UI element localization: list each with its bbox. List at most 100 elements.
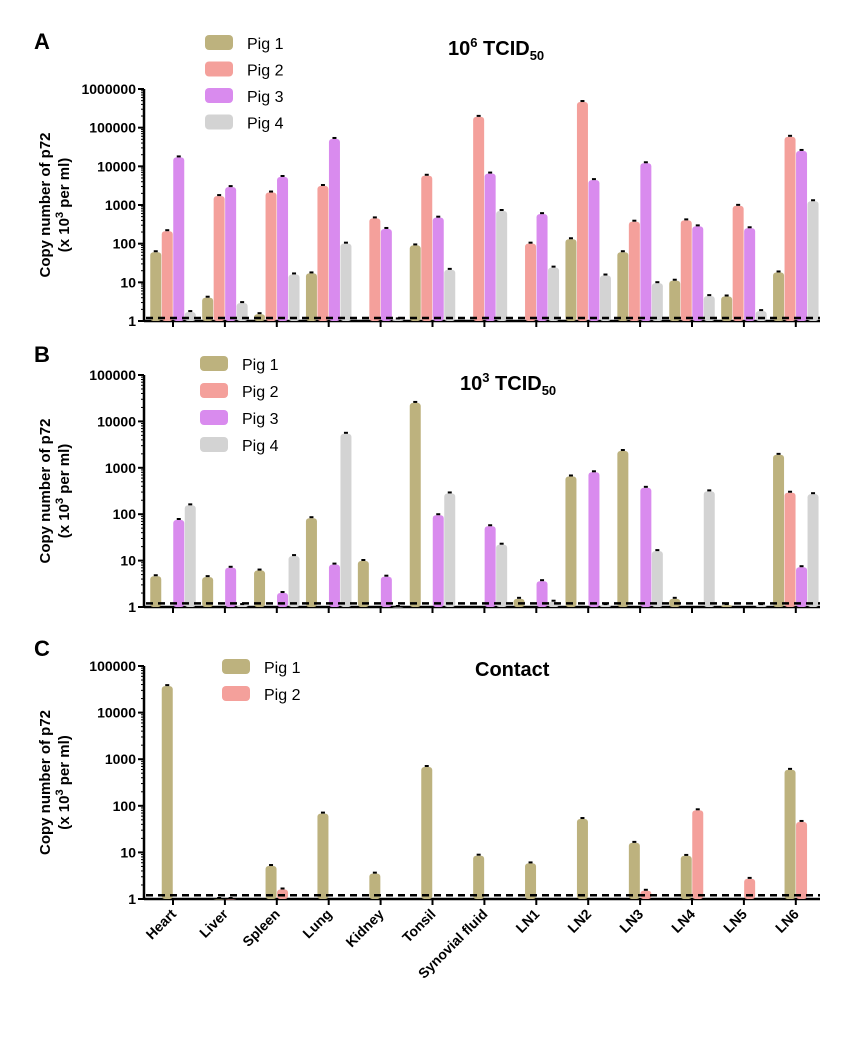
y-tick-label: 100 bbox=[113, 506, 137, 522]
y-tick-label: 10 bbox=[120, 553, 136, 569]
bar-pig-3 bbox=[588, 180, 600, 321]
bar-pig-1 bbox=[150, 576, 162, 607]
y-tick-label: 1000 bbox=[105, 460, 136, 476]
bar-pig-1 bbox=[357, 561, 369, 607]
panel-title: 106 TCID50 bbox=[448, 35, 544, 63]
y-axis-label-line1: Copy number of p72 bbox=[37, 418, 54, 563]
y-tick-label: 100000 bbox=[89, 658, 136, 674]
bar-pig-1 bbox=[628, 842, 640, 899]
x-tick-label: LN4 bbox=[668, 906, 698, 936]
y-tick-label: 10000 bbox=[97, 413, 136, 429]
bar-pig-4 bbox=[184, 505, 196, 607]
legend-label: Pig 1 bbox=[242, 357, 279, 374]
bar-pig-1 bbox=[721, 605, 733, 607]
bar-pig-3 bbox=[432, 515, 444, 607]
bar-pig-4 bbox=[496, 210, 508, 321]
y-axis-label: Copy number of p72 (x 103 per ml) bbox=[37, 132, 73, 277]
legend-swatch bbox=[205, 114, 233, 130]
legend-swatch bbox=[200, 356, 228, 371]
bar-pig-3 bbox=[536, 214, 548, 321]
y-tick-label: 1 bbox=[128, 599, 136, 615]
legend-swatch bbox=[205, 61, 233, 77]
bar-pig-1 bbox=[369, 873, 381, 899]
bar-pig-3 bbox=[173, 157, 185, 321]
x-tick-label: Tonsil bbox=[399, 906, 439, 946]
bar-pig-4 bbox=[755, 311, 767, 321]
bar-pig-2 bbox=[161, 231, 173, 321]
bar-pig-1 bbox=[202, 297, 214, 321]
x-tick-label: Liver bbox=[196, 905, 231, 940]
y-tick-label: 10 bbox=[120, 844, 136, 860]
bar-pig-3 bbox=[225, 567, 237, 607]
panel-a: A 106 TCID50 Copy number of p72 (x 103 per … bbox=[34, 29, 820, 329]
y-tick-label: 1000000 bbox=[81, 81, 136, 97]
panel-title: Contact bbox=[475, 659, 550, 681]
panel-b: B 103 TCID50 Copy number of p72 (x 103 per … bbox=[34, 342, 820, 615]
x-tick-label: LN2 bbox=[564, 906, 594, 936]
y-tick-label: 1000 bbox=[105, 751, 136, 767]
legend-label: Pig 4 bbox=[247, 116, 284, 133]
bar-pig-3 bbox=[796, 150, 808, 321]
bar-pig-3 bbox=[432, 217, 444, 321]
legend: Pig 1 Pig 2 bbox=[222, 659, 301, 704]
bar-pig-3 bbox=[640, 163, 652, 321]
bar-pig-3 bbox=[380, 228, 392, 321]
legend: Pig 1 Pig 2 Pig 3 Pig 4 bbox=[205, 35, 284, 133]
bar-pig-4 bbox=[236, 303, 248, 321]
bar-pig-1 bbox=[254, 570, 266, 607]
bar-pig-3 bbox=[744, 228, 756, 321]
bar-pig-1 bbox=[565, 239, 577, 321]
bar-pig-1 bbox=[525, 863, 537, 899]
panel-letter: B bbox=[34, 342, 50, 367]
bar-pig-1 bbox=[305, 518, 317, 607]
bar-pig-1 bbox=[617, 451, 629, 607]
bar-pig-2 bbox=[744, 878, 756, 899]
bar-pig-1 bbox=[721, 296, 733, 321]
panel-letter: A bbox=[34, 29, 50, 54]
x-tick-label: LN6 bbox=[772, 906, 802, 936]
y-axis-label: Copy number of p72 (x 103 per ml) bbox=[37, 710, 73, 855]
y-tick-label: 1 bbox=[128, 313, 136, 329]
y-axis-label-line1: Copy number of p72 bbox=[37, 710, 54, 855]
bar-pig-1 bbox=[617, 252, 629, 321]
y-tick-label: 10 bbox=[120, 274, 136, 290]
bar-pig-3 bbox=[796, 567, 808, 607]
bar-pig-4 bbox=[288, 556, 300, 607]
bar-pig-4 bbox=[236, 605, 248, 607]
legend-swatch bbox=[222, 659, 250, 674]
panel-c: C Contact Copy number of p72 (x 103 per ml)… bbox=[34, 636, 820, 981]
y-axis-label-line2: (x 103 per ml) bbox=[54, 158, 73, 253]
y-axis-label-line1: Copy number of p72 bbox=[37, 132, 54, 277]
x-tick-label: Lung bbox=[299, 906, 335, 942]
bar-pig-2 bbox=[692, 810, 704, 899]
bar-pig-3 bbox=[173, 519, 185, 607]
y-tick-label: 1000 bbox=[105, 197, 136, 213]
bar-pig-4 bbox=[340, 433, 352, 607]
bar-pig-4 bbox=[703, 296, 715, 321]
bar-pig-3 bbox=[484, 173, 496, 321]
bar-pig-4 bbox=[651, 551, 663, 607]
bar-pig-4 bbox=[651, 283, 663, 321]
panel-letter: C bbox=[34, 636, 50, 661]
bar-pig-1 bbox=[784, 769, 796, 899]
bar-pig-4 bbox=[340, 243, 352, 321]
y-tick-label: 100 bbox=[113, 236, 137, 252]
y-axis-label: Copy number of p72 (x 103 per ml) bbox=[37, 418, 73, 563]
bar-pig-2 bbox=[421, 175, 433, 321]
legend-swatch bbox=[222, 686, 250, 701]
panel-title: 103 TCID50 bbox=[460, 370, 556, 398]
y-axis-label-line2: (x 103 per ml) bbox=[54, 735, 73, 830]
bar-pig-2 bbox=[796, 821, 808, 899]
bar-pig-4 bbox=[807, 201, 819, 321]
legend-swatch bbox=[200, 383, 228, 398]
bar-pig-1 bbox=[213, 899, 225, 900]
bar-pig-2 bbox=[784, 492, 796, 607]
bar-pig-1 bbox=[161, 686, 173, 899]
x-tick-label: Spleen bbox=[239, 906, 283, 950]
bar-pig-2 bbox=[213, 196, 225, 321]
y-tick-label: 100 bbox=[113, 798, 137, 814]
legend-label: Pig 2 bbox=[247, 63, 284, 80]
bar-pig-2 bbox=[576, 102, 588, 321]
bar-pig-2 bbox=[784, 136, 796, 321]
